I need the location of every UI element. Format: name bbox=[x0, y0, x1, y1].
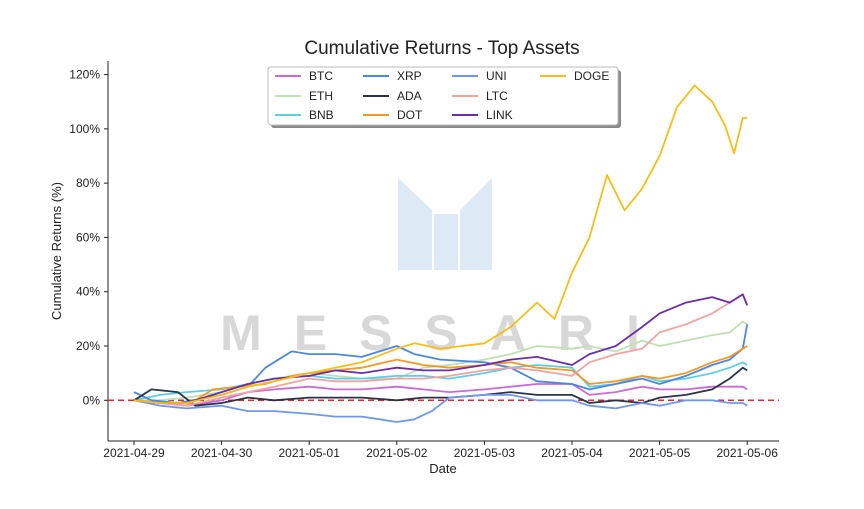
series-line-doge bbox=[133, 84, 748, 404]
x-tick-label: 2021-05-02 bbox=[366, 446, 428, 460]
series-line-ltc bbox=[133, 293, 749, 407]
watermark-logo-right bbox=[460, 178, 492, 270]
y-tick-label: 0% bbox=[83, 393, 101, 407]
x-axis-label: Date bbox=[429, 461, 456, 476]
y-axis-label: Cumulative Returns (%) bbox=[49, 182, 64, 320]
legend-label-link: LINK bbox=[486, 108, 513, 122]
x-tick-label: 2021-05-04 bbox=[541, 446, 603, 460]
legend-box bbox=[267, 66, 619, 126]
legend-label-btc: BTC bbox=[309, 69, 333, 83]
legend-label-ada: ADA bbox=[397, 89, 422, 103]
x-tick-label: 2021-05-03 bbox=[454, 446, 516, 460]
legend-label-doge: DOGE bbox=[574, 69, 609, 83]
x-tick-label: 2021-05-01 bbox=[279, 446, 341, 460]
legend-label-bnb: BNB bbox=[309, 108, 334, 122]
watermark-text: MESSARI bbox=[220, 305, 672, 361]
y-tick-label: 80% bbox=[76, 176, 100, 190]
y-tick-label: 40% bbox=[76, 285, 100, 299]
messari-watermark: MESSARI bbox=[220, 178, 672, 361]
y-tick-label: 100% bbox=[69, 122, 100, 136]
legend-label-uni: UNI bbox=[486, 69, 507, 83]
x-tick-label: 2021-05-05 bbox=[629, 446, 691, 460]
y-tick-label: 120% bbox=[69, 68, 100, 82]
series-line-uni bbox=[133, 394, 748, 423]
y-tick-label: 60% bbox=[76, 230, 100, 244]
series-lines bbox=[133, 84, 749, 423]
legend: BTC ETH BNB XRP ADA DOT UNI LTC LINK DOGE bbox=[267, 66, 621, 128]
watermark-logo-mid bbox=[434, 214, 458, 270]
legend-label-ltc: LTC bbox=[486, 89, 508, 103]
y-tick-label: 20% bbox=[76, 339, 100, 353]
legend-label-eth: ETH bbox=[309, 89, 333, 103]
legend-label-dot: DOT bbox=[397, 108, 423, 122]
series-line-link bbox=[133, 293, 749, 404]
watermark-logo-left bbox=[398, 178, 432, 270]
x-tick-label: 2021-05-06 bbox=[717, 446, 779, 460]
x-tick-label: 2021-04-29 bbox=[103, 446, 165, 460]
series-line-bnb bbox=[133, 361, 748, 402]
x-ticks: 2021-04-29 2021-04-30 2021-05-01 2021-05-02… bbox=[103, 441, 778, 460]
x-tick-label: 2021-04-30 bbox=[191, 446, 253, 460]
y-ticks: 0% 20% 40% 60% 80% 100% 120% bbox=[69, 68, 108, 407]
legend-label-xrp: XRP bbox=[397, 69, 422, 83]
chart-title: Cumulative Returns - Top Assets bbox=[304, 38, 579, 59]
